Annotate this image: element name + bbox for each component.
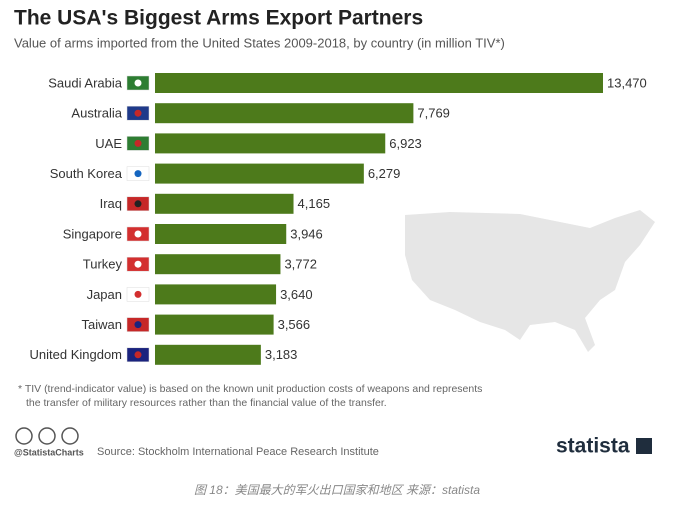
us-map xyxy=(405,210,655,352)
chart-subtitle: Value of arms imported from the United S… xyxy=(14,35,505,50)
brand-logo: statista xyxy=(556,435,630,458)
source: Source: Stockholm International Peace Re… xyxy=(97,446,379,458)
category-label: Iraq xyxy=(100,196,122,211)
bar xyxy=(155,133,386,154)
category-label: Australia xyxy=(71,106,122,121)
chart-title: The USA's Biggest Arms Export Partners xyxy=(14,7,423,30)
footnote: * TIV (trend-indicator value) is based o… xyxy=(18,383,482,395)
value-label: 6,923 xyxy=(389,136,422,151)
category-label: Saudi Arabia xyxy=(48,75,122,90)
flag-emblem xyxy=(134,139,142,147)
flag-emblem xyxy=(134,200,142,208)
category-label: UAE xyxy=(95,136,122,151)
flag-emblem xyxy=(134,170,142,178)
category-label: South Korea xyxy=(50,166,123,181)
value-label: 3,183 xyxy=(265,347,298,362)
category-label: Singapore xyxy=(63,226,122,241)
value-label: 6,279 xyxy=(368,166,401,181)
value-label: 3,640 xyxy=(280,287,313,302)
category-label: Japan xyxy=(87,287,122,302)
flag-emblem xyxy=(134,290,142,298)
bar xyxy=(155,344,261,365)
bar xyxy=(155,193,294,214)
credit: @StatistaCharts xyxy=(14,447,84,457)
brand-icon xyxy=(636,438,652,454)
value-label: 3,772 xyxy=(284,257,317,272)
bar xyxy=(155,284,277,305)
caption: 图 18：美国最大的军火出口国家和地区 来源：statista xyxy=(194,483,480,497)
bar xyxy=(155,103,414,124)
category-label: Turkey xyxy=(83,257,123,272)
flag-emblem xyxy=(134,260,142,268)
bar xyxy=(155,314,274,335)
bar xyxy=(155,163,364,184)
value-label: 4,165 xyxy=(298,196,331,211)
bar xyxy=(155,224,287,244)
value-label: 13,470 xyxy=(607,75,647,90)
value-label: 3,946 xyxy=(290,226,323,241)
bar xyxy=(155,254,281,275)
license-icons xyxy=(15,427,79,445)
flag-emblem xyxy=(134,109,142,117)
flag-emblem xyxy=(134,79,142,87)
value-label: 7,769 xyxy=(417,106,450,121)
flag-emblem xyxy=(134,351,142,359)
bar xyxy=(155,73,603,93)
footnote: the transfer of military resources rathe… xyxy=(26,397,387,409)
category-label: Taiwan xyxy=(82,317,122,332)
category-label: United Kingdom xyxy=(30,347,123,362)
value-label: 3,566 xyxy=(278,317,311,332)
flag-emblem xyxy=(134,321,142,329)
flag-emblem xyxy=(134,230,142,238)
